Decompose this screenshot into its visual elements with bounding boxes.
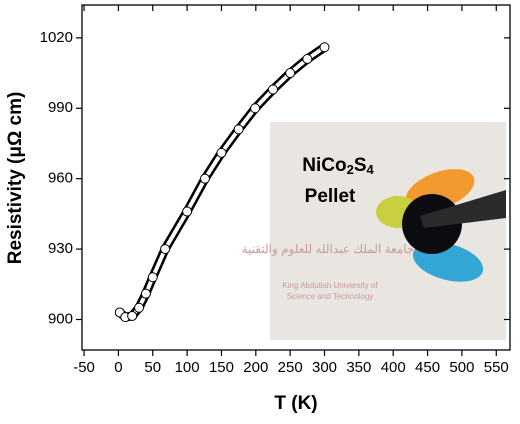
x-tick-label: 50 — [144, 359, 161, 376]
formula-part: S — [354, 155, 367, 176]
inset-caption: Pellet — [305, 186, 356, 207]
data-trace-inner — [117, 45, 327, 320]
data-point — [233, 124, 244, 135]
tweezers — [420, 190, 506, 228]
data-point — [147, 272, 158, 283]
formula-subscript: 4 — [367, 162, 375, 177]
x-tick-label: 0 — [114, 359, 122, 376]
x-tick-label: 500 — [449, 359, 474, 376]
x-tick-label: 450 — [415, 359, 440, 376]
photo-background — [270, 122, 506, 340]
data-point — [302, 53, 313, 64]
data-point — [127, 310, 138, 321]
data-point — [140, 288, 151, 299]
data-point — [250, 103, 261, 114]
inset-photo: NiCo2S4 Pellet جامعة الملك عبدالله للعلو… — [242, 122, 506, 340]
y-tick-label: 960 — [48, 170, 73, 187]
x-tick-label: -50 — [73, 359, 95, 376]
x-axis-label: T (K) — [274, 393, 317, 414]
data-point — [319, 42, 330, 53]
inset-formula: NiCo2S4 — [302, 155, 374, 177]
y-tick-label: 900 — [48, 310, 73, 327]
y-tick-label: 990 — [48, 99, 73, 116]
x-tick-label: 550 — [484, 359, 509, 376]
formula-subscript: 2 — [347, 162, 354, 177]
x-tick-label: 350 — [346, 359, 371, 376]
data-point — [182, 206, 193, 217]
x-tick-label: 250 — [278, 359, 303, 376]
data-point — [285, 68, 296, 79]
formula-part: NiCo — [302, 155, 346, 176]
data-point — [134, 302, 145, 313]
y-tick-label: 930 — [48, 240, 73, 257]
x-tick-label: 100 — [175, 359, 200, 376]
x-tick-label: 300 — [312, 359, 337, 376]
data-point — [199, 173, 210, 184]
y-axis-label: Resistivity (μΩ cm) — [5, 92, 26, 265]
plot-frame — [81, 4, 511, 351]
y-tick-label: 1020 — [40, 29, 73, 46]
data-point — [267, 84, 278, 95]
x-tick-label: 200 — [243, 359, 268, 376]
data-point — [160, 244, 171, 255]
x-tick-label: 400 — [381, 359, 406, 376]
logo-english: Science and Technology — [287, 292, 374, 301]
data-point — [216, 147, 227, 158]
logo-arabic: جامعة الملك عبدالله للعلوم والتقنية — [242, 242, 415, 256]
x-tick-label: 150 — [209, 359, 234, 376]
logo-english: King Abdullah University of — [282, 281, 378, 290]
